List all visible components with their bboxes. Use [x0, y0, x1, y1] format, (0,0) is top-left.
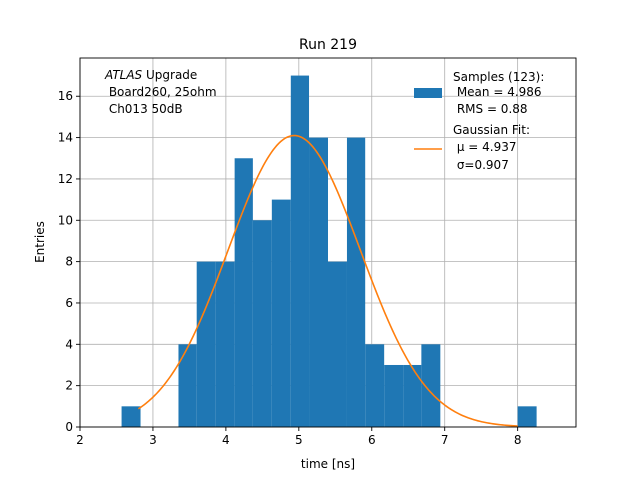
x-tick-label-5: 7: [441, 433, 449, 447]
histogram-bar-8: [309, 137, 328, 427]
legend-fit-sigma: σ=0.907: [453, 158, 509, 172]
x-axis-ticks: 2 3 4 5 6 7 8: [76, 427, 521, 447]
histogram-bar-1: [178, 344, 197, 427]
y-tick-label-3: 6: [65, 296, 73, 310]
legend-rms: RMS = 0.88: [453, 102, 528, 116]
histogram-bar-13: [403, 364, 422, 427]
histogram-bar-12: [384, 364, 404, 427]
x-tick-label-6: 8: [514, 433, 522, 447]
svg-text:ATLAS Upgrade: ATLAS Upgrade: [104, 68, 197, 82]
y-tick-label-7: 14: [58, 131, 73, 145]
x-tick-label-3: 5: [295, 433, 303, 447]
histogram-bar-6: [271, 199, 291, 427]
histogram-bar-7: [290, 75, 310, 428]
x-axis-label: time [ns]: [301, 457, 355, 471]
x-tick-label-1: 3: [149, 433, 157, 447]
annotation-line-2: Board260, 25ohm: [105, 85, 217, 99]
legend-histogram-name: Samples (123):: [453, 70, 544, 84]
y-axis-ticks: 0 2 4 6 8 10 12 14 16: [58, 89, 80, 434]
histogram-bars: [121, 75, 537, 428]
y-tick-label-4: 8: [65, 255, 73, 269]
atlas-italic: ATLAS: [104, 68, 143, 82]
y-tick-label-5: 10: [58, 213, 73, 227]
histogram-bar-9: [328, 261, 347, 427]
histogram-bar-0: [121, 406, 141, 427]
y-tick-label-0: 0: [65, 420, 73, 434]
histogram-bar-14: [421, 344, 441, 427]
histogram-bar-5: [252, 220, 272, 427]
legend-fit-mu: μ = 4.937: [453, 140, 517, 154]
x-tick-label-4: 6: [368, 433, 376, 447]
histogram-bar-10: [346, 137, 366, 427]
histogram-bar-15: [517, 406, 537, 427]
histogram-bar-11: [365, 344, 385, 427]
x-tick-label-2: 4: [222, 433, 230, 447]
annotation-line-3: Ch013 50dB: [105, 102, 183, 116]
y-tick-label-6: 12: [58, 172, 73, 186]
histogram-bar-2: [196, 261, 216, 427]
histogram-bar-3: [215, 261, 235, 427]
x-tick-label-0: 2: [76, 433, 84, 447]
histogram-bar-4: [234, 158, 253, 427]
legend: Samples (123): Mean = 4.986 RMS = 0.88 G…: [414, 70, 544, 172]
atlas-annotation: ATLAS Upgrade Board260, 25ohm Ch013 50dB: [104, 68, 217, 116]
atlas-upgrade: Upgrade: [142, 68, 197, 82]
chart-title: Run 219: [299, 37, 357, 53]
legend-fit-name: Gaussian Fit:: [453, 123, 530, 137]
y-tick-label-1: 2: [65, 379, 73, 393]
y-tick-label-8: 16: [58, 89, 73, 103]
legend-histogram-swatch: [414, 88, 442, 98]
y-tick-label-2: 4: [65, 337, 73, 351]
legend-mean: Mean = 4.986: [453, 85, 542, 99]
y-axis-label: Entries: [33, 221, 47, 263]
plot-frame: [79, 57, 577, 428]
gaussian-fit-curve: [137, 134, 518, 427]
